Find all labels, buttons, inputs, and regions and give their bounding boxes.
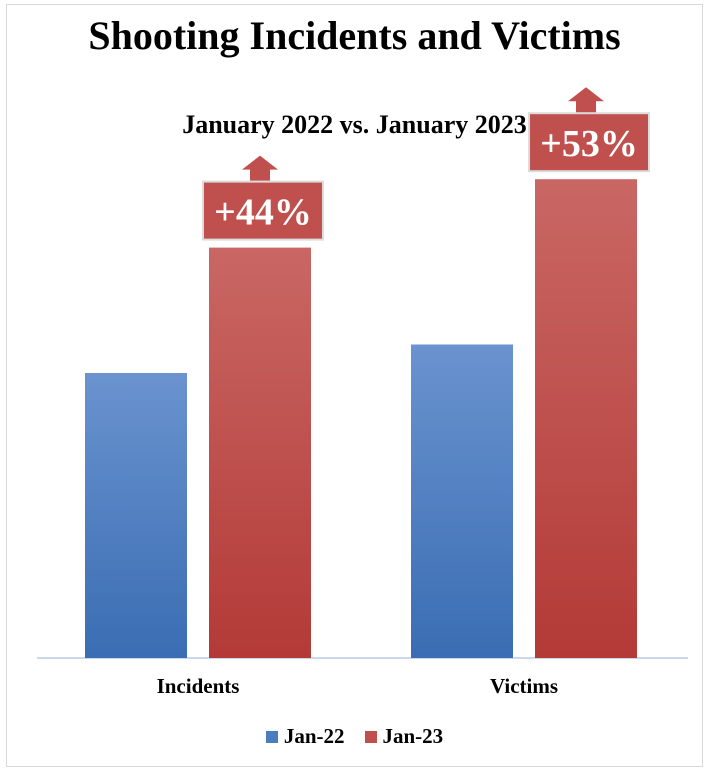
bar-incidents-jan-23	[209, 247, 311, 658]
legend-label-jan-22: Jan-22	[283, 724, 345, 748]
bar-incidents-jan-22	[85, 373, 187, 658]
legend-item-jan-22: Jan-22	[265, 724, 345, 749]
chart-subtitle-text: January 2022 vs. January 2023	[182, 110, 527, 139]
legend: Jan-22 Jan-23	[0, 724, 709, 749]
change-badge-victims	[528, 112, 650, 173]
legend-label-jan-23: Jan-23	[382, 724, 444, 748]
chart-title: Shooting Incidents and Victims	[0, 13, 709, 59]
change-label-incidents: +44%	[214, 192, 312, 234]
bar-victims-jan-23	[535, 179, 637, 658]
change-badge-incidents	[202, 180, 324, 241]
legend-item-jan-23: Jan-23	[364, 724, 444, 749]
category-label-victims: Victims	[490, 674, 558, 698]
up-arrow-icon	[242, 155, 278, 182]
up-arrow-icon	[568, 87, 604, 114]
legend-swatch-jan-22	[265, 730, 278, 743]
bar-victims-jan-22	[411, 344, 513, 658]
chart-subtitle: January 2022 vs. January 2023	[0, 108, 709, 142]
category-label-incidents: Incidents	[157, 674, 240, 698]
change-label-victims: +53%	[540, 123, 638, 165]
chart-title-text: Shooting Incidents and Victims	[88, 13, 621, 58]
legend-swatch-jan-23	[364, 730, 377, 743]
